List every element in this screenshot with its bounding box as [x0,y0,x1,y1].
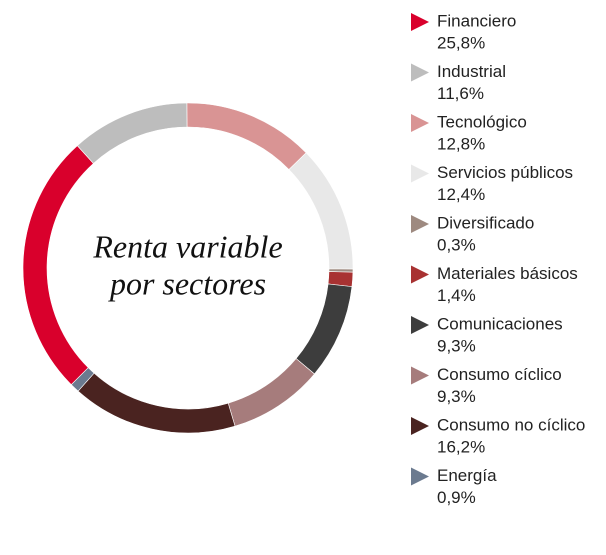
legend-value: 0,9% [437,488,476,507]
chart-title: Renta variable [92,228,282,264]
donut-slice [295,283,353,375]
legend-label: Materiales básicos [437,264,578,283]
chart-title: por sectores [108,265,266,301]
donut-slice [186,102,307,170]
donut-slice [227,358,315,427]
legend-marker [411,164,429,183]
legend-marker [411,366,429,385]
legend-label: Tecnológico [437,112,527,131]
donut-slice [70,367,95,392]
legend-label: Servicios públicos [437,163,573,182]
legend-label: Financiero [437,11,516,30]
legend-marker [411,467,429,486]
legend-value: 9,3% [437,336,476,355]
legend-value: 12,8% [437,134,485,153]
legend-value: 0,3% [437,235,476,254]
legend-value: 16,2% [437,437,485,456]
legend-label: Industrial [437,62,506,81]
legend-label: Comunicaciones [437,314,563,333]
legend-value: 1,4% [437,286,476,305]
donut-slice [22,145,94,386]
legend-marker [411,417,429,435]
legend-value: 9,3% [437,387,476,406]
legend-value: 11,6% [437,84,484,103]
legend-marker [411,316,429,334]
legend-label: Consumo no cíclico [437,415,585,434]
legend-label: Energía [437,466,497,485]
legend-marker [411,265,429,284]
donut-slice [77,372,236,434]
legend-marker [411,215,429,233]
legend-value: 25,8% [437,33,485,52]
legend-marker [411,114,429,132]
legend-label: Consumo cíclico [437,365,562,384]
legend-value: 12,4% [437,185,485,204]
legend-marker [411,13,429,31]
donut-slice [288,152,354,270]
legend-label: Diversificado [437,213,534,232]
legend-marker [411,63,429,82]
donut-slice [76,102,188,164]
